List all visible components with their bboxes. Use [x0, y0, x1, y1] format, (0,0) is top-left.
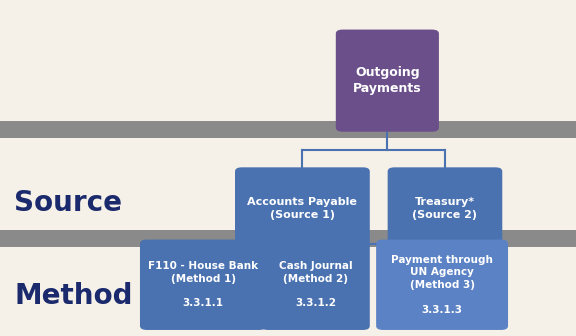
FancyBboxPatch shape	[140, 240, 266, 330]
FancyBboxPatch shape	[376, 240, 508, 330]
Text: Cash Journal
(Method 2)

3.3.1.2: Cash Journal (Method 2) 3.3.1.2	[279, 261, 352, 308]
Text: Accounts Payable
(Source 1): Accounts Payable (Source 1)	[248, 197, 357, 219]
Text: Outgoing
Payments: Outgoing Payments	[353, 66, 422, 95]
Text: Payment through
UN Agency
(Method 3)

3.3.1.3: Payment through UN Agency (Method 3) 3.3…	[391, 255, 493, 314]
FancyBboxPatch shape	[388, 167, 502, 249]
Text: Method: Method	[14, 282, 133, 310]
Text: F110 - House Bank
(Method 1)

3.3.1.1: F110 - House Bank (Method 1) 3.3.1.1	[148, 261, 258, 308]
FancyBboxPatch shape	[0, 121, 576, 138]
FancyBboxPatch shape	[336, 30, 439, 132]
Text: Source: Source	[14, 189, 122, 217]
FancyBboxPatch shape	[0, 230, 576, 247]
Text: Treasury*
(Source 2): Treasury* (Source 2)	[412, 197, 478, 219]
FancyBboxPatch shape	[261, 240, 370, 330]
FancyBboxPatch shape	[235, 167, 370, 249]
